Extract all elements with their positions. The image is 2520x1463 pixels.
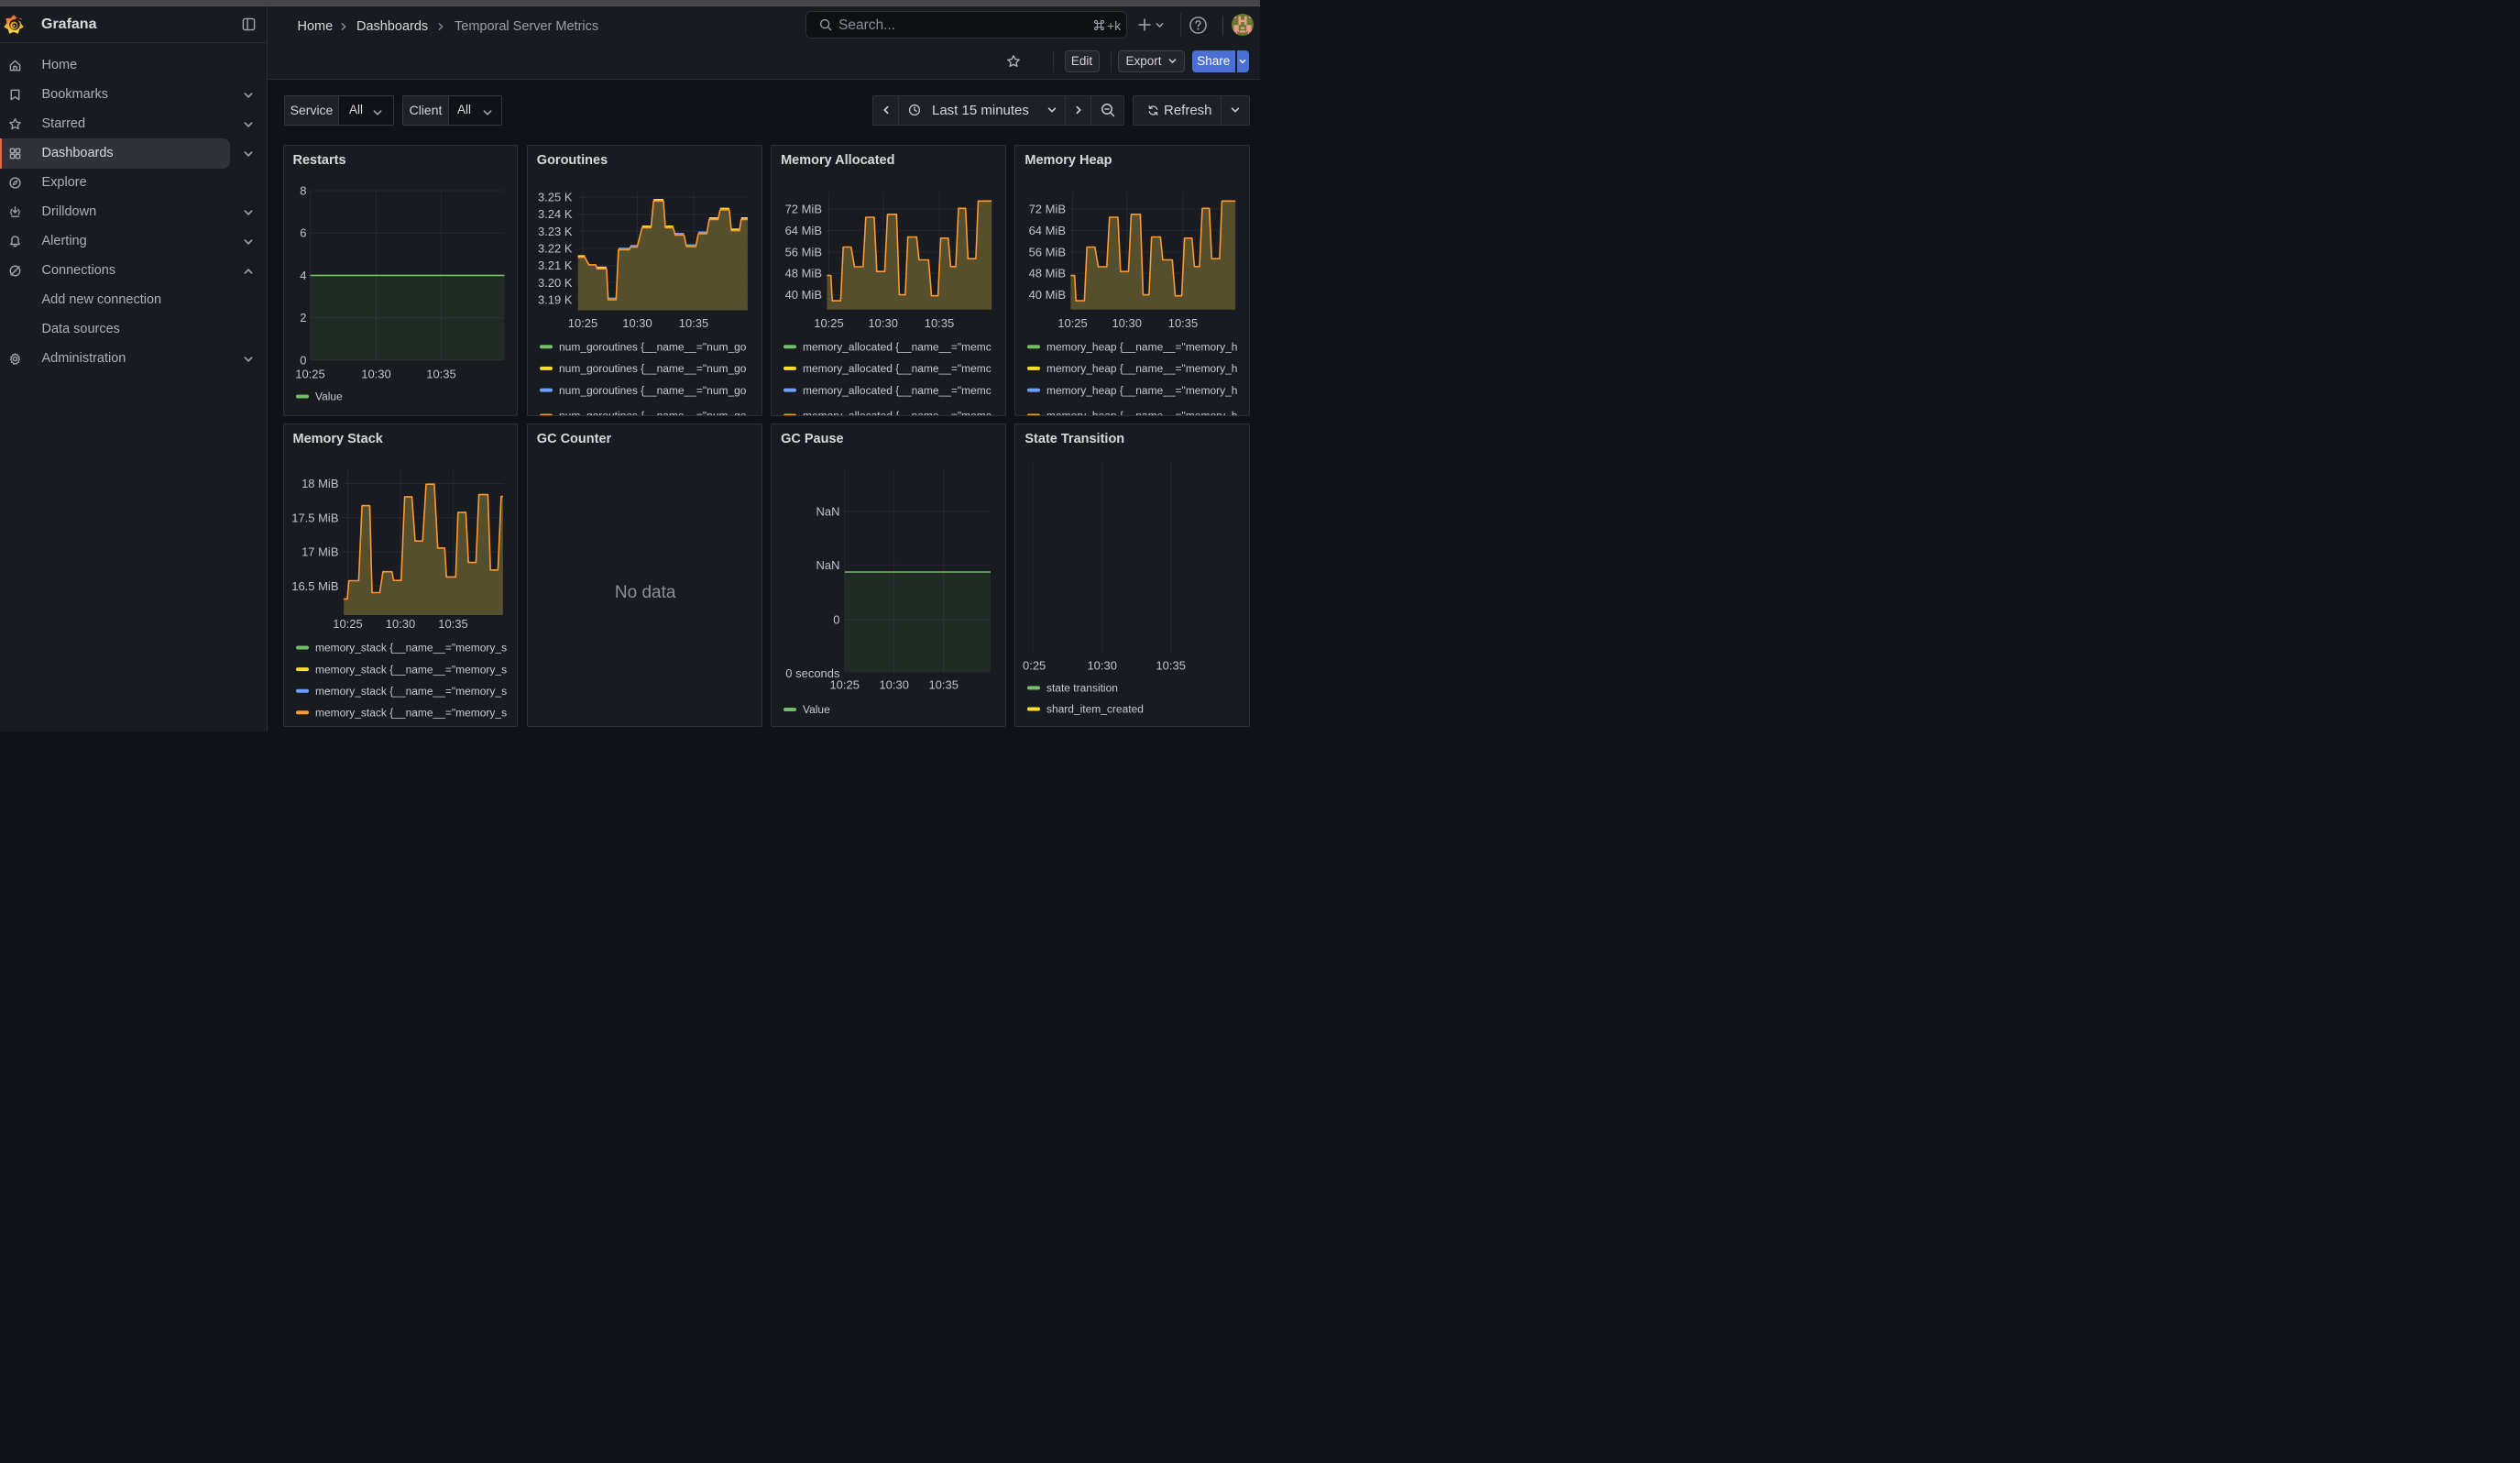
svg-text:18 MiB: 18 MiB <box>301 477 338 490</box>
svg-text:10:35: 10:35 <box>929 677 959 691</box>
svg-text:memory_allocated {__name__="me: memory_allocated {__name__="memc <box>803 384 992 397</box>
svg-text:num_goroutines {__name__="num_: num_goroutines {__name__="num_go <box>559 362 747 375</box>
svg-text:10:30: 10:30 <box>1088 659 1118 673</box>
svg-text:10:25: 10:25 <box>814 316 844 330</box>
svg-text:10:30: 10:30 <box>385 617 415 631</box>
svg-text:16.5 MiB: 16.5 MiB <box>291 579 338 593</box>
svg-text:3.21 K: 3.21 K <box>538 258 573 272</box>
svg-text:memory_allocated {__name__="me: memory_allocated {__name__="memc <box>803 362 992 375</box>
svg-text:10:30: 10:30 <box>880 677 910 691</box>
svg-text:3.19 K: 3.19 K <box>538 292 573 306</box>
svg-text:10:35: 10:35 <box>925 316 955 330</box>
svg-text:memory_allocated {__name__="me: memory_allocated {__name__="memc <box>803 410 992 416</box>
svg-text:6: 6 <box>300 226 306 240</box>
svg-text:8: 8 <box>300 184 306 198</box>
svg-text:memory_heap {__name__="memory_: memory_heap {__name__="memory_h <box>1046 340 1237 353</box>
svg-text:10:25: 10:25 <box>830 677 860 691</box>
svg-text:10:35: 10:35 <box>438 617 468 631</box>
svg-text:3.24 K: 3.24 K <box>538 207 573 221</box>
svg-text:memory_heap {__name__="memory_: memory_heap {__name__="memory_h <box>1046 410 1237 416</box>
svg-text:num_goroutines {__name__="num_: num_goroutines {__name__="num_go <box>559 384 747 397</box>
svg-text:Value: Value <box>803 703 830 716</box>
svg-text:2: 2 <box>300 311 306 324</box>
svg-text:0: 0 <box>833 612 839 626</box>
svg-text:num_goroutines {__name__="num_: num_goroutines {__name__="num_go <box>559 410 747 416</box>
svg-text:10:30: 10:30 <box>869 316 899 330</box>
svg-text:shard_item_created: shard_item_created <box>1046 703 1144 716</box>
svg-text:memory_stack {__name__="memory: memory_stack {__name__="memory_s <box>314 706 506 719</box>
svg-text:4: 4 <box>300 269 306 282</box>
svg-text:10:25: 10:25 <box>295 367 325 380</box>
svg-text:56 MiB: 56 MiB <box>785 245 822 258</box>
svg-text:memory_heap {__name__="memory_: memory_heap {__name__="memory_h <box>1046 384 1237 397</box>
svg-text:10:35: 10:35 <box>679 316 709 330</box>
svg-text:0: 0 <box>300 353 306 367</box>
svg-text:10:25: 10:25 <box>568 316 598 330</box>
svg-text:17.5 MiB: 17.5 MiB <box>291 511 338 524</box>
svg-text:3.23 K: 3.23 K <box>538 225 573 238</box>
svg-text:state transition: state transition <box>1046 682 1118 695</box>
svg-text:10:30: 10:30 <box>622 316 652 330</box>
svg-text:NaN: NaN <box>816 505 840 519</box>
svg-text:memory_heap {__name__="memory_: memory_heap {__name__="memory_h <box>1046 362 1237 375</box>
svg-text:10:25: 10:25 <box>333 617 363 631</box>
svg-text:40 MiB: 40 MiB <box>1029 288 1066 302</box>
svg-text:72 MiB: 72 MiB <box>1029 203 1066 216</box>
svg-text:10:30: 10:30 <box>1112 316 1143 330</box>
svg-text:memory_allocated {__name__="me: memory_allocated {__name__="memc <box>803 340 992 353</box>
svg-text:10:35: 10:35 <box>1156 659 1187 673</box>
svg-text:48 MiB: 48 MiB <box>1029 267 1066 280</box>
svg-text:10:35: 10:35 <box>426 367 456 380</box>
svg-text:0:25: 0:25 <box>1023 659 1046 673</box>
svg-text:3.25 K: 3.25 K <box>538 191 573 204</box>
svg-text:memory_stack {__name__="memory: memory_stack {__name__="memory_s <box>314 642 506 654</box>
svg-text:0 seconds: 0 seconds <box>785 666 840 680</box>
svg-text:memory_stack {__name__="memory: memory_stack {__name__="memory_s <box>314 685 506 698</box>
svg-text:48 MiB: 48 MiB <box>785 267 822 280</box>
svg-text:64 MiB: 64 MiB <box>785 224 822 237</box>
svg-text:64 MiB: 64 MiB <box>1029 224 1066 237</box>
svg-text:40 MiB: 40 MiB <box>785 288 822 302</box>
svg-text:num_goroutines {__name__="num_: num_goroutines {__name__="num_go <box>559 340 747 353</box>
svg-text:72 MiB: 72 MiB <box>785 203 822 216</box>
svg-text:3.20 K: 3.20 K <box>538 276 573 290</box>
svg-text:NaN: NaN <box>816 558 840 572</box>
svg-text:10:25: 10:25 <box>1058 316 1089 330</box>
svg-text:3.22 K: 3.22 K <box>538 242 573 256</box>
svg-text:memory_stack {__name__="memory: memory_stack {__name__="memory_s <box>314 663 506 676</box>
svg-text:10:35: 10:35 <box>1168 316 1199 330</box>
svg-text:56 MiB: 56 MiB <box>1029 245 1066 258</box>
svg-text:10:30: 10:30 <box>361 367 391 380</box>
svg-text:17 MiB: 17 MiB <box>301 545 338 559</box>
svg-text:Value: Value <box>314 390 342 403</box>
